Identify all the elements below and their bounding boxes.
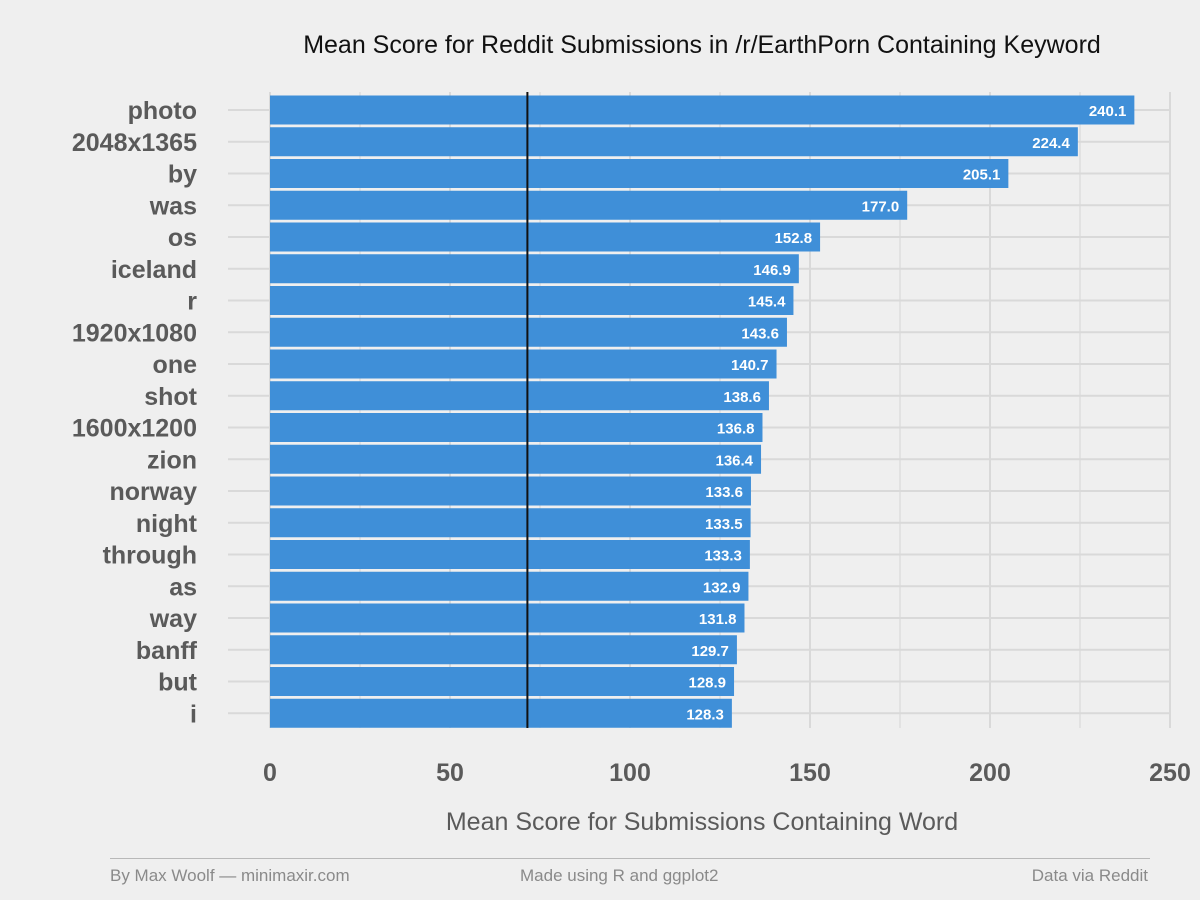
x-tick-label: 50 — [436, 759, 464, 787]
bar-value-label: 133.5 — [705, 516, 743, 533]
category-label: 2048x1365 — [72, 129, 197, 157]
bar-value-label: 136.4 — [715, 452, 753, 469]
category-label: one — [153, 351, 198, 379]
labels: 240.1 photo 224.4 2048x1365 205.1 by 177.0 was 1… — [72, 97, 1191, 787]
bar — [270, 190, 908, 220]
bar-value-label: 128.3 — [686, 706, 724, 723]
bar-value-label: 133.3 — [704, 548, 742, 565]
bar — [270, 286, 794, 315]
category-label: as — [169, 573, 197, 601]
bar — [270, 127, 1078, 157]
bar-value-label: 152.8 — [775, 230, 813, 247]
bar — [270, 254, 799, 284]
category-label: zion — [147, 446, 197, 474]
footer-divider — [110, 858, 1150, 859]
bar-value-label: 133.6 — [705, 484, 743, 501]
bar-value-label: 177.0 — [862, 198, 900, 215]
bar — [270, 349, 777, 379]
category-label: norway — [109, 478, 197, 506]
chart-title: Mean Score for Reddit Submissions in /r/… — [303, 31, 1101, 59]
category-label: os — [168, 224, 197, 252]
bar-value-label: 205.1 — [963, 167, 1001, 184]
bar-value-label: 131.8 — [699, 611, 737, 628]
category-label: way — [149, 605, 197, 633]
category-label: shot — [144, 383, 197, 411]
x-tick-label: 150 — [789, 759, 831, 787]
category-label: through — [103, 542, 197, 570]
bar — [270, 413, 763, 442]
category-label: r — [187, 288, 197, 316]
x-axis-title: Mean Score for Submissions Containing Wo… — [446, 808, 958, 836]
bar — [270, 317, 787, 347]
bar-value-label: 143.6 — [741, 325, 779, 342]
footer-author: By Max Woolf — minimaxir.com — [110, 866, 350, 885]
category-label: night — [136, 510, 198, 538]
bar — [270, 571, 749, 601]
bar-value-label: 136.8 — [717, 421, 755, 438]
x-tick-label: 200 — [969, 759, 1011, 787]
footer-tools: Made using R and ggplot2 — [520, 866, 719, 885]
bar — [270, 667, 735, 696]
bar — [270, 444, 762, 474]
bar-value-label: 224.4 — [1032, 135, 1070, 152]
bar — [270, 476, 751, 506]
bar — [270, 159, 1009, 188]
bar — [270, 698, 732, 728]
footer-source: Data via Reddit — [1031, 866, 1148, 885]
bar — [270, 508, 751, 538]
category-label: 1920x1080 — [72, 319, 197, 347]
bar — [270, 381, 769, 411]
category-label: photo — [128, 97, 197, 125]
bar — [270, 603, 745, 633]
bar — [270, 222, 821, 252]
bar — [270, 95, 1135, 125]
bar-value-label: 128.9 — [688, 675, 726, 692]
category-label: i — [190, 700, 197, 728]
category-label: banff — [136, 637, 198, 665]
bars — [270, 95, 1135, 728]
category-label: 1600x1200 — [72, 415, 197, 443]
category-label: by — [168, 161, 197, 189]
category-label: iceland — [111, 256, 197, 284]
bar-value-label: 240.1 — [1089, 103, 1127, 120]
x-tick-label: 0 — [263, 759, 277, 787]
bar-value-label: 145.4 — [748, 294, 786, 311]
bar-value-label: 132.9 — [703, 579, 741, 596]
bar-value-label: 146.9 — [753, 262, 791, 279]
x-tick-label: 100 — [609, 759, 651, 787]
category-label: was — [149, 192, 197, 220]
bar-value-label: 140.7 — [731, 357, 769, 374]
bar — [270, 635, 737, 665]
bar-value-label: 129.7 — [691, 643, 729, 660]
bar-value-label: 138.6 — [723, 389, 761, 406]
category-label: but — [158, 669, 198, 697]
x-tick-label: 250 — [1149, 759, 1191, 787]
bar — [270, 540, 750, 569]
